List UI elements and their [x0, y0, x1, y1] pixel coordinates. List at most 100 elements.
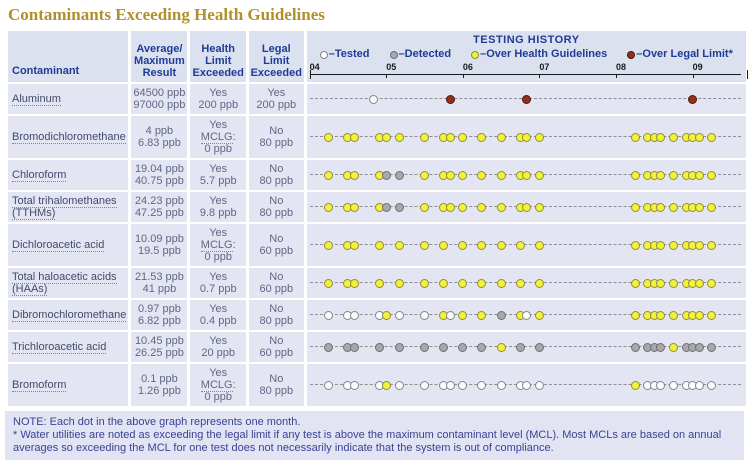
health-limit-value: MCLG: — [200, 131, 236, 144]
contaminant-link[interactable]: Bromoform — [12, 379, 67, 392]
contaminant-link[interactable]: Bromodichloromethane — [12, 131, 126, 144]
test-dot-tested — [656, 381, 666, 390]
mclg-link[interactable]: MCLG — [200, 131, 233, 144]
test-dot-over_health — [707, 311, 717, 320]
test-dot-over_health — [668, 133, 678, 142]
col-header-legal-limit: Legal Limit Exceeded — [248, 31, 304, 82]
axis-tick — [616, 74, 618, 78]
test-dot-detected — [496, 311, 506, 320]
contaminant-link[interactable]: Aluminum — [12, 93, 61, 106]
legal-limit-cell: Yes 200 ppb — [248, 84, 304, 114]
test-dot-over_health — [668, 311, 678, 320]
legend: –Tested –Detected –Over Health Guidelines –… — [307, 48, 746, 60]
test-dot-over_health — [694, 133, 704, 142]
contaminant-link[interactable]: Trichloroacetic acid — [12, 341, 107, 354]
test-dot-detected — [534, 343, 544, 352]
col-header-result: Average/ Maximum Result — [131, 31, 188, 82]
timeline-cell — [306, 192, 746, 222]
contaminants-table: Contaminant Average/ Maximum Result Heal… — [5, 29, 749, 408]
result-cell: 4 ppb 6.83 ppb — [131, 116, 188, 158]
test-dot-over_health — [630, 311, 640, 320]
health-limit-value: 0.7 ppb — [199, 283, 237, 295]
contaminant-cell: Chloroform — [8, 160, 129, 190]
legal-limit-cell: No 60 ppb — [248, 268, 304, 298]
mclg-link[interactable]: MCLG — [200, 379, 233, 392]
timeline-cell — [306, 268, 746, 298]
result-value: 6.83 ppb — [138, 137, 181, 149]
health-limit-value: MCLG: — [200, 379, 236, 392]
contaminant-link[interactable]: Total trihalomethanes (TTHMs) — [12, 195, 117, 220]
axis-line — [309, 74, 741, 75]
test-dot-over_health — [694, 241, 704, 250]
result-value: 21.53 ppb — [134, 271, 184, 283]
contaminant-link[interactable]: Total haloacetic acids (HAAs) — [12, 271, 117, 296]
test-dot-over_health — [349, 203, 359, 212]
health-limit-value: 200 ppb — [198, 99, 239, 111]
test-dot-over_health — [522, 171, 532, 180]
test-dot-tested — [496, 381, 506, 390]
mclg-link[interactable]: MCLG — [200, 239, 233, 252]
test-dot-over_health — [477, 133, 487, 142]
result-cell: 0.1 ppb 1.26 ppb — [131, 364, 188, 406]
test-dot-detected — [420, 343, 430, 352]
result-value: 41 ppb — [142, 283, 177, 295]
test-dot-over_health — [477, 203, 487, 212]
legal-limit-cell: No 80 ppb — [248, 300, 304, 330]
contaminant-link[interactable]: Dibromochloromethane — [12, 309, 127, 322]
health-limit-value: 0.4 ppb — [199, 315, 237, 327]
test-dot-tested — [349, 311, 359, 320]
table-row: Trichloroacetic acid 10.45 ppb 26.25 ppb Ye… — [8, 332, 746, 362]
test-dot-over_health — [496, 241, 506, 250]
test-dot-over_health — [324, 203, 334, 212]
test-dot-over_health — [707, 279, 717, 288]
legal-limit-cell: No 80 ppb — [248, 160, 304, 190]
col-header-health-limit: Health Limit Exceeded — [190, 31, 246, 82]
test-dot-over_health — [656, 241, 666, 250]
test-dot-over_health — [668, 241, 678, 250]
test-dot-over_health — [630, 381, 640, 390]
test-dot-tested — [420, 311, 430, 320]
contaminant-cell: Dibromochloromethane — [8, 300, 129, 330]
test-dot-over_health — [534, 311, 544, 320]
test-dot-over_health — [515, 241, 525, 250]
result-value: 19.5 ppb — [138, 245, 181, 257]
page-title: Contaminants Exceeding Health Guidelines — [8, 5, 325, 24]
test-dot-tested — [420, 381, 430, 390]
timeline-cell — [306, 116, 746, 158]
contaminant-link[interactable]: Chloroform — [12, 169, 67, 182]
test-dot-over_health — [420, 241, 430, 250]
health-limit-value: Yes — [209, 119, 228, 131]
health-limit-value: 0 ppb — [204, 143, 232, 155]
axis-year-label: 09 — [692, 62, 703, 72]
test-dot-over_health — [420, 171, 430, 180]
tested-dot-icon — [319, 50, 328, 59]
test-dot-over_health — [394, 133, 404, 142]
contaminant-link[interactable]: Dichloroacetic acid — [12, 239, 105, 252]
test-dot-detected — [381, 203, 391, 212]
axis-year-label: 06 — [462, 62, 473, 72]
table-row: Total haloacetic acids (HAAs) 21.53 ppb 41… — [8, 268, 746, 298]
result-cell: 21.53 ppb 41 ppb — [131, 268, 188, 298]
test-dot-over_health — [349, 133, 359, 142]
legend-item-detected: –Detected — [389, 48, 451, 60]
test-dot-over_health — [534, 171, 544, 180]
test-dot-over_health — [324, 241, 334, 250]
health-limit-value: Yes — [209, 87, 228, 99]
test-dot-detected — [515, 343, 525, 352]
contaminant-cell: Bromodichloromethane — [8, 116, 129, 158]
legal-limit-value: 60 ppb — [259, 283, 294, 295]
table-row: Total trihalomethanes (TTHMs) 24.23 ppb 47… — [8, 192, 746, 222]
result-value: 0.1 ppb — [141, 373, 178, 385]
result-value: 0.97 ppb — [138, 303, 181, 315]
test-dot-over_health — [349, 241, 359, 250]
test-dot-over_health — [477, 279, 487, 288]
legal-limit-value: 60 ppb — [259, 245, 294, 257]
legal-limit-cell: No 80 ppb — [248, 192, 304, 222]
over_health-dot-icon — [471, 50, 480, 59]
test-dot-over_health — [420, 133, 430, 142]
test-dot-tested — [707, 381, 717, 390]
timeline-cell — [306, 84, 746, 114]
test-dot-over_health — [694, 311, 704, 320]
health-limit-cell: Yes MCLG: 0 ppb — [190, 224, 246, 266]
result-value: 1.26 ppb — [138, 385, 181, 397]
